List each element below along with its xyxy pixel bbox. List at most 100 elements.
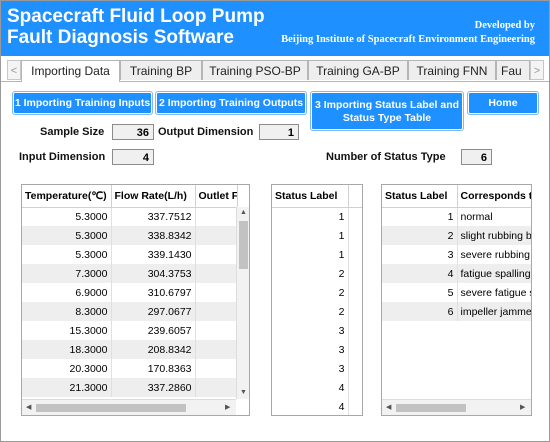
table-cell[interactable] bbox=[195, 321, 238, 340]
training-inputs-table[interactable]: Temperature(℃) Flow Rate(L/h) Outlet F 5… bbox=[21, 184, 250, 416]
table-row[interactable]: 2 bbox=[272, 283, 362, 302]
table-row[interactable]: 8.3000 297.0677 bbox=[22, 302, 238, 321]
table-cell[interactable]: 337.7512 bbox=[111, 207, 196, 226]
table-cell[interactable]: 7.3000 bbox=[22, 264, 112, 283]
table-cell[interactable]: 4 bbox=[382, 264, 458, 283]
scroll-left-icon[interactable]: ◀ bbox=[386, 404, 392, 411]
table-cell[interactable] bbox=[195, 207, 238, 226]
status-label-table[interactable]: Status Label 1 1 1 2 2 2 3 3 3 4 4 bbox=[271, 184, 363, 416]
table-cell[interactable]: 208.8342 bbox=[111, 340, 196, 359]
table-row[interactable]: 6 impeller jamme bbox=[382, 302, 531, 321]
table-cell[interactable]: 2 bbox=[272, 302, 349, 321]
inputs-table-horizontal-scrollbar[interactable]: ◀ ▶ bbox=[22, 399, 236, 415]
table-row[interactable]: 5.3000 337.7512 bbox=[22, 207, 238, 226]
scroll-left-icon[interactable]: ◀ bbox=[26, 404, 32, 411]
table-row[interactable]: 4 bbox=[272, 378, 362, 397]
table-row[interactable]: 5.3000 339.1430 bbox=[22, 245, 238, 264]
table-row[interactable]: 3 bbox=[272, 321, 362, 340]
table-cell[interactable]: 15.3000 bbox=[22, 321, 112, 340]
table-row[interactable]: 1 bbox=[272, 226, 362, 245]
scroll-right-icon[interactable]: ▶ bbox=[225, 404, 231, 411]
table-cell[interactable] bbox=[195, 378, 238, 397]
table-row[interactable]: 15.3000 239.6057 bbox=[22, 321, 238, 340]
table-cell[interactable]: 3 bbox=[272, 359, 349, 378]
table-cell[interactable]: 337.2860 bbox=[111, 378, 196, 397]
table-row[interactable]: 18.3000 208.8342 bbox=[22, 340, 238, 359]
table-cell[interactable]: 1 bbox=[272, 245, 349, 264]
import-training-inputs-button[interactable]: 1 Importing Training Inputs bbox=[13, 92, 152, 114]
table-cell[interactable]: 310.6797 bbox=[111, 283, 196, 302]
import-status-label-button[interactable]: 3 Importing Status Label and Status Type… bbox=[311, 92, 463, 130]
table-cell[interactable]: impeller jamme bbox=[457, 302, 531, 321]
tab-training-ga-bp[interactable]: Training GA-BP bbox=[308, 60, 408, 80]
table-row[interactable]: 4 fatigue spalling bbox=[382, 264, 531, 283]
scrollbar-thumb[interactable] bbox=[36, 404, 186, 412]
column-header-temperature[interactable]: Temperature(℃) bbox=[22, 185, 112, 208]
table-row[interactable]: 5.3000 338.8342 bbox=[22, 226, 238, 245]
column-header-flow-rate[interactable]: Flow Rate(L/h) bbox=[111, 185, 196, 208]
table-cell[interactable] bbox=[195, 302, 238, 321]
table-cell[interactable] bbox=[195, 264, 238, 283]
table-cell[interactable]: 5.3000 bbox=[22, 207, 112, 226]
table-row[interactable]: 5 severe fatigue s bbox=[382, 283, 531, 302]
table-cell[interactable] bbox=[195, 359, 238, 378]
tab-scroll-right-icon[interactable]: > bbox=[530, 60, 544, 80]
scrollbar-thumb[interactable] bbox=[239, 221, 248, 269]
tab-fault[interactable]: Fau bbox=[496, 60, 530, 80]
table-cell[interactable]: 20.3000 bbox=[22, 359, 112, 378]
table-cell[interactable]: 21.3000 bbox=[22, 378, 112, 397]
column-header-corresponds-to[interactable]: Corresponds t bbox=[457, 185, 531, 208]
tab-scroll-left-icon[interactable]: < bbox=[7, 60, 21, 80]
table-cell[interactable]: 3 bbox=[272, 340, 349, 359]
table-cell[interactable]: slight rubbing b bbox=[457, 226, 531, 245]
tab-importing-data[interactable]: Importing Data bbox=[21, 60, 120, 82]
table-cell[interactable]: normal bbox=[457, 207, 531, 226]
table-cell[interactable]: 5.3000 bbox=[22, 226, 112, 245]
table-cell[interactable]: severe fatigue s bbox=[457, 283, 531, 302]
scroll-down-icon[interactable]: ▼ bbox=[240, 389, 247, 396]
column-header-outlet[interactable]: Outlet F bbox=[195, 185, 238, 208]
table-row[interactable]: 1 bbox=[272, 207, 362, 226]
tab-training-pso-bp[interactable]: Training PSO-BP bbox=[202, 60, 308, 80]
table-cell[interactable] bbox=[195, 283, 238, 302]
table-row[interactable]: 6.9000 310.6797 bbox=[22, 283, 238, 302]
scrollbar-thumb[interactable] bbox=[396, 404, 466, 412]
table-cell[interactable]: 4 bbox=[272, 397, 349, 415]
table-row[interactable]: 1 normal bbox=[382, 207, 531, 226]
table-cell[interactable]: 5 bbox=[382, 283, 458, 302]
import-training-outputs-button[interactable]: 2 Importing Training Outputs bbox=[156, 92, 306, 114]
table-cell[interactable]: 18.3000 bbox=[22, 340, 112, 359]
table-row[interactable]: 3 bbox=[272, 359, 362, 378]
tab-training-fnn[interactable]: Training FNN bbox=[408, 60, 496, 80]
scroll-up-icon[interactable]: ▲ bbox=[240, 209, 247, 216]
table-cell[interactable] bbox=[195, 340, 238, 359]
table-cell[interactable]: 6.9000 bbox=[22, 283, 112, 302]
tab-training-bp[interactable]: Training BP bbox=[120, 60, 202, 80]
table-cell[interactable]: 2 bbox=[382, 226, 458, 245]
table-row[interactable]: 2 bbox=[272, 302, 362, 321]
table-cell[interactable]: fatigue spalling bbox=[457, 264, 531, 283]
table-cell[interactable]: 2 bbox=[272, 264, 349, 283]
column-header-status-label[interactable]: Status Label bbox=[272, 185, 349, 208]
column-header-status-label[interactable]: Status Label bbox=[382, 185, 458, 208]
table-cell[interactable]: 1 bbox=[272, 226, 349, 245]
table-row[interactable]: 21.3000 337.2860 bbox=[22, 378, 238, 397]
table-cell[interactable] bbox=[195, 245, 238, 264]
table-cell[interactable]: 1 bbox=[272, 207, 349, 226]
home-button[interactable]: Home bbox=[468, 92, 538, 114]
table-row[interactable]: 3 severe rubbing bbox=[382, 245, 531, 264]
table-row[interactable]: 2 bbox=[272, 264, 362, 283]
status-type-horizontal-scrollbar[interactable]: ◀ ▶ bbox=[382, 399, 531, 415]
table-row[interactable]: 3 bbox=[272, 340, 362, 359]
inputs-table-vertical-scrollbar[interactable]: ▲ ▼ bbox=[236, 207, 249, 399]
scroll-right-icon[interactable]: ▶ bbox=[520, 404, 526, 411]
status-type-table[interactable]: Status Label Corresponds t 1 normal 2 slig… bbox=[381, 184, 532, 416]
table-cell[interactable]: 3 bbox=[272, 321, 349, 340]
table-cell[interactable]: severe rubbing bbox=[457, 245, 531, 264]
table-cell[interactable]: 170.8363 bbox=[111, 359, 196, 378]
table-cell[interactable] bbox=[195, 226, 238, 245]
table-row[interactable]: 1 bbox=[272, 245, 362, 264]
table-row[interactable]: 7.3000 304.3753 bbox=[22, 264, 238, 283]
table-cell[interactable]: 6 bbox=[382, 302, 458, 321]
table-cell[interactable]: 304.3753 bbox=[111, 264, 196, 283]
